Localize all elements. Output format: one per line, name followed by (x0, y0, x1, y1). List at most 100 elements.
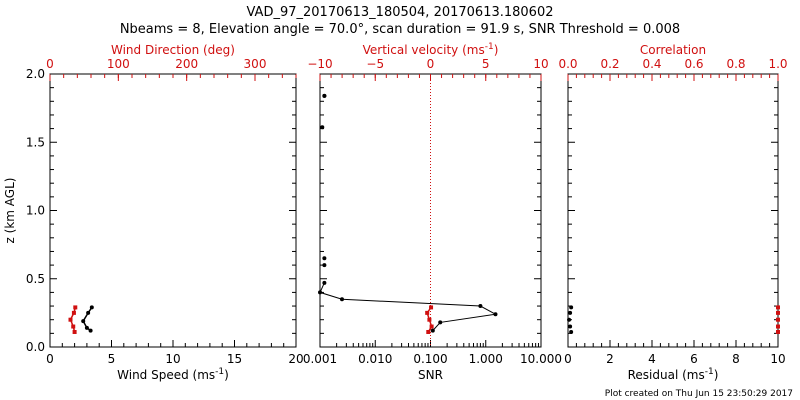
residual-top-tick-label: 0.2 (600, 57, 619, 71)
wind-top-tick-label: 100 (107, 57, 130, 71)
snr-top-axis-label-sup: -1 (485, 42, 494, 52)
figure-subtitle: Nbeams = 8, Elevation angle = 70.0°, sca… (120, 22, 680, 37)
wind-series-1-point (73, 305, 78, 310)
residual-series-1-point (776, 317, 780, 322)
snr-top-tick-label: 5 (482, 57, 490, 71)
residual-series-1-point (776, 310, 780, 315)
snr-top-tick-label: −5 (366, 57, 384, 71)
residual-top-axis-label: Correlation (640, 43, 706, 57)
residual-series-0-point (568, 310, 573, 315)
wind-bottom-tick-label: 10 (165, 352, 180, 366)
snr-series-1-point (429, 324, 434, 329)
wind-top-axis-label: Wind Direction (deg) (111, 43, 235, 57)
residual-top-tick-label: 0.6 (684, 57, 703, 71)
wind-bottom-tick-label: 0 (46, 352, 54, 366)
residual-bottom-tick-label: 6 (690, 352, 698, 366)
wind-y-tick-label: 1.0 (26, 204, 45, 218)
residual-series-1-point (776, 329, 780, 334)
wind-series-0-point (89, 305, 94, 310)
residual-bottom-tick-label: 0 (564, 352, 572, 366)
snr-series-0-point (478, 304, 483, 309)
residual-bottom-tick-label: 2 (606, 352, 614, 366)
residual-top-tick-label: 0.4 (642, 57, 661, 71)
wind-bottom-axis-label-suffix: ) (224, 368, 229, 382)
snr-series-0-point (322, 280, 327, 285)
snr-series-0-point (322, 263, 327, 268)
wind-series-0-point (81, 319, 86, 324)
snr-series-0-point (322, 256, 327, 261)
snr-panel: 0.001 0.010 0.100 1.000 10.000 SNR −10 −5 0 5 10 Ve… (303, 42, 562, 382)
wind-y-tick-label: 0.0 (26, 340, 45, 354)
z-axis-label: z (km AGL) (3, 178, 17, 244)
wind-bottom-tick-label: 20 (288, 352, 303, 366)
wind-bottom-tick-label: 15 (227, 352, 242, 366)
snr-bottom-tick-label: 0.010 (358, 352, 392, 366)
snr-series-0-point (493, 312, 498, 317)
residual-series-0-point (567, 317, 572, 322)
figure-title: VAD_97_20170613_180504, 20170613.180602 (247, 5, 554, 20)
snr-series-0-point (339, 297, 344, 302)
residual-bottom-axis-label-text: Residual (ms (628, 368, 705, 382)
snr-bottom-tick-label: 0.001 (303, 352, 337, 366)
snr-top-axis-label-text: Vertical velocity (ms (363, 43, 485, 57)
snr-series-1-point (429, 305, 434, 310)
wind-top-tick-label: 300 (244, 57, 267, 71)
wind-y-tick-label: 0.5 (26, 272, 45, 286)
residual-panel: 0 2 4 6 8 10 Residual (ms-1) 0.0 0.2 0.4 0.6 0.8 1.0… (558, 43, 787, 382)
wind-series-1-point (71, 324, 76, 329)
wind-top-tick-label: 0 (46, 57, 54, 71)
residual-series-0-point (569, 305, 574, 310)
snr-series-0-line (319, 282, 498, 331)
snr-top-tick-label: −10 (307, 57, 332, 71)
snr-top-axis-label-suffix: ) (494, 43, 499, 57)
residual-bottom-axis-label-suffix: ) (714, 368, 719, 382)
snr-series-0-point (438, 320, 443, 325)
wind-bottom-axis-label-sup: -1 (215, 367, 224, 377)
wind-frame (49, 73, 297, 348)
residual-top-tick-label: 0.8 (726, 57, 745, 71)
residual-bottom-tick-label: 8 (732, 352, 740, 366)
residual-bottom-tick-label: 10 (770, 352, 785, 366)
wind-bottom-axis-label-text: Wind Speed (ms (117, 368, 215, 382)
residual-frame (567, 73, 779, 348)
snr-series-1-point (426, 329, 431, 334)
plot-created-note: Plot created on Thu Jun 15 23:50:29 2017 (605, 389, 793, 399)
snr-bottom-tick-label: 0.100 (413, 352, 447, 366)
snr-series-0-point (320, 125, 325, 130)
snr-series-1-point (425, 310, 430, 315)
residual-bottom-axis-label: Residual (ms-1) (628, 367, 719, 382)
snr-bottom-tick-label: 1.000 (469, 352, 503, 366)
residual-bottom-axis-label-sup: -1 (705, 367, 714, 377)
residual-series-0-point (569, 329, 574, 334)
snr-top-axis-label: Vertical velocity (ms-1) (363, 42, 499, 57)
wind-bottom-tick-label: 5 (108, 352, 116, 366)
snr-top-tick-label: 10 (533, 57, 548, 71)
wind-series-0-point (84, 325, 89, 330)
snr-bottom-axis-label-text: SNR (418, 368, 443, 382)
wind-y-tick-label: 2.0 (26, 67, 45, 81)
snr-series-0-point (322, 93, 327, 98)
wind-series-0-point (88, 328, 93, 333)
wind-top-axis-label-text: Wind Direction (deg) (111, 43, 235, 57)
residual-series-1-point (776, 324, 780, 329)
residual-series-0-point (568, 324, 573, 329)
wind-series-1-point (71, 310, 76, 315)
residual-series-1-point (776, 305, 780, 310)
snr-series-1-point (427, 317, 432, 322)
wind-top-tick-label: 200 (175, 57, 198, 71)
snr-top-tick-label: 0 (427, 57, 435, 71)
snr-bottom-tick-label: 10.000 (520, 352, 562, 366)
wind-series-1-point (72, 329, 77, 334)
wind-y-tick-label: 1.5 (26, 135, 45, 149)
snr-series-0-point (318, 290, 322, 295)
residual-top-axis-label-text: Correlation (640, 43, 706, 57)
residual-bottom-tick-label: 4 (648, 352, 656, 366)
wind-bottom-axis-label: Wind Speed (ms-1) (117, 367, 229, 382)
wind-panel: 0 5 10 15 20 Wind Speed (ms-1) 0 100 200 300 Wind … (3, 43, 304, 382)
residual-top-tick-label: 1.0 (768, 57, 787, 71)
wind-series-0-point (86, 310, 91, 315)
residual-top-tick-label: 0.0 (558, 57, 577, 71)
wind-series-1-point (68, 317, 73, 322)
snr-bottom-axis-label: SNR (418, 368, 443, 382)
